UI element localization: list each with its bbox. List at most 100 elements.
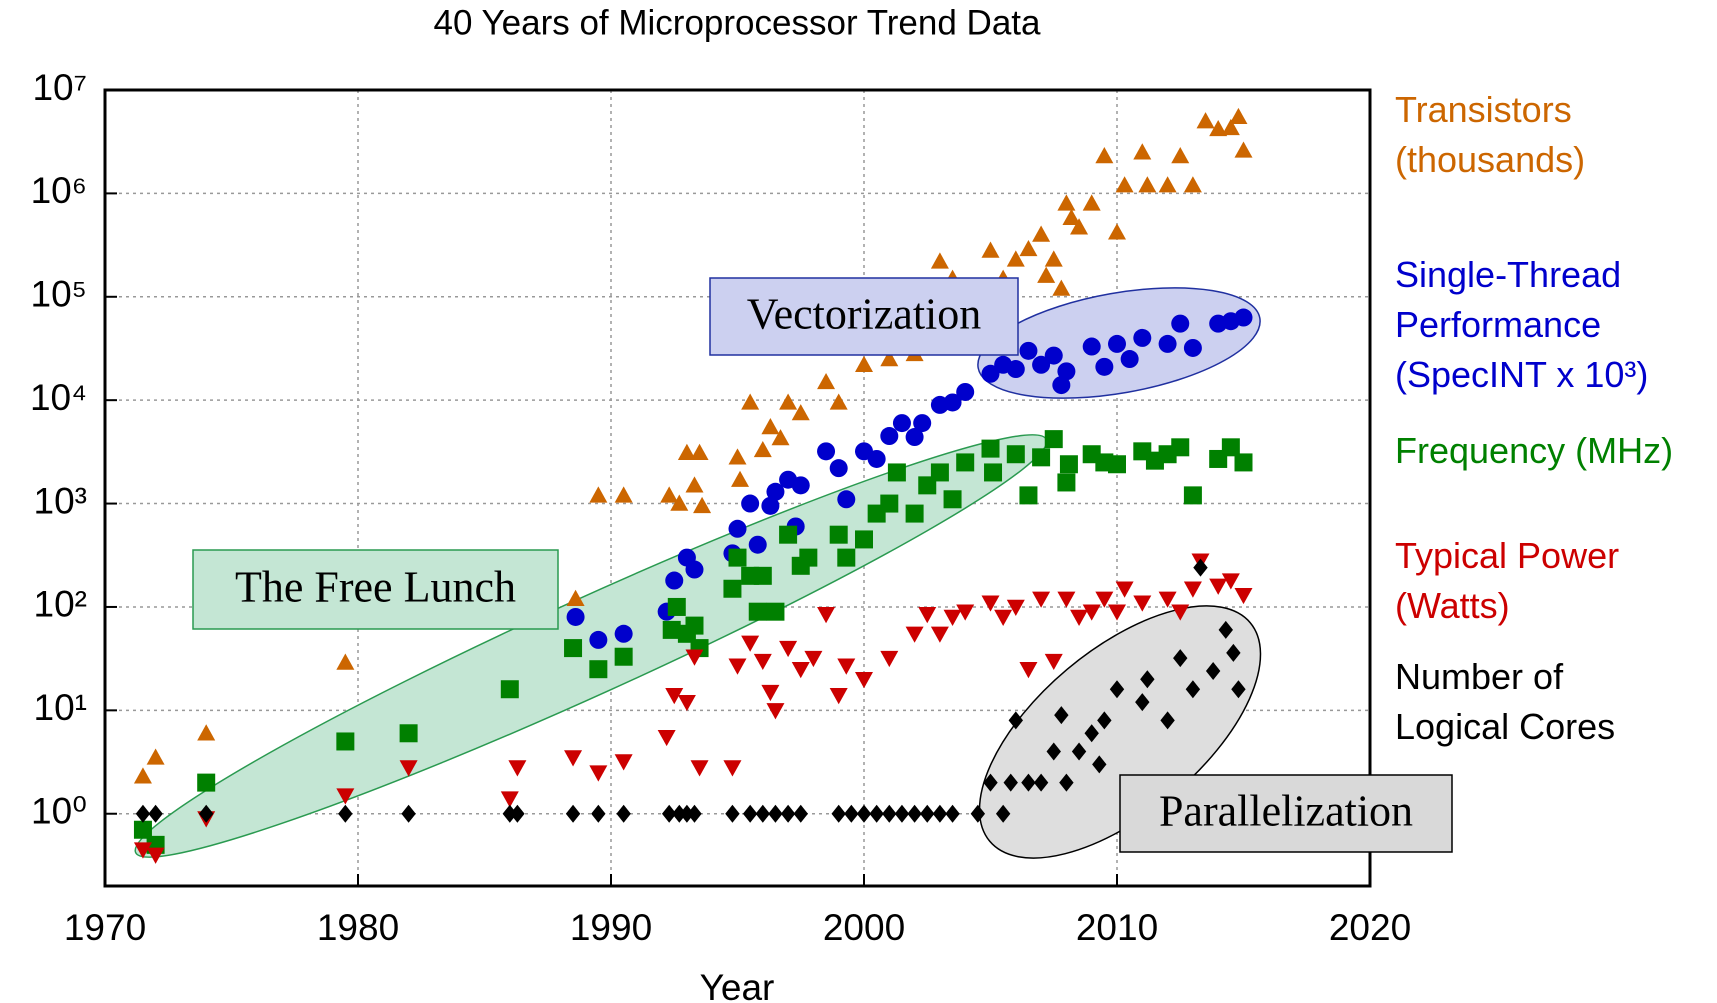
data-point [804,650,823,668]
data-point [1183,338,1202,357]
data-point [741,393,760,410]
data-point [761,684,780,702]
data-point [780,804,796,823]
data-point [693,496,712,514]
data-point [1133,143,1152,160]
y-tick-label: 10⁷ [32,67,87,108]
data-point [837,490,856,509]
data-point [667,597,686,616]
data-point [1057,194,1076,211]
data-point [791,404,810,421]
data-point [829,393,848,410]
data-point [657,729,676,747]
data-point [1006,599,1025,616]
data-point [1183,486,1202,505]
data-point [665,688,684,705]
data-point [1185,680,1201,699]
annotation: Parallelization [1159,787,1413,836]
data-point [1120,350,1139,369]
data-point [748,602,767,621]
annotation: Vectorization [747,290,982,339]
data-point [1057,591,1076,608]
data-point [741,635,760,652]
data-point [1234,587,1253,605]
data-point [728,548,747,567]
data-point [589,660,608,679]
data-point [589,486,608,503]
data-point [1171,314,1190,333]
data-point [943,490,962,509]
data-point [880,350,899,367]
x-tick-label: 1970 [64,907,146,948]
y-tick-label: 10¹ [34,687,87,728]
x-tick-label: 2000 [823,907,905,948]
data-point [981,241,1000,258]
data-point [856,804,872,823]
data-point [1095,591,1114,608]
data-point [771,429,790,446]
data-point [133,820,152,839]
data-point [837,548,856,567]
data-point [199,804,214,823]
data-point [791,661,810,679]
data-point [766,703,785,720]
data-point [614,486,633,503]
x-tick-label: 2010 [1076,907,1158,948]
data-point [614,624,633,643]
data-point [880,427,899,446]
data-point [855,672,873,689]
data-point [731,470,750,487]
x-tick-label: 2020 [1329,907,1411,948]
data-point [399,760,418,777]
data-point [723,579,742,598]
data-point [399,724,418,743]
data-point [336,732,355,751]
data-point [894,804,910,823]
x-axis-label: Year [700,967,775,1003]
annotation-box [709,277,1019,356]
data-point [1006,445,1025,464]
data-point [685,616,704,635]
data-point [956,453,975,472]
data-point [799,548,818,567]
data-point [779,640,798,658]
data-point [401,804,416,823]
data-point [677,694,696,712]
data-point [761,418,780,435]
data-point [662,620,681,639]
data-point [614,754,633,771]
data-point [1097,711,1112,730]
data-point [589,630,608,649]
data-point [930,252,949,269]
data-point [1171,438,1190,457]
data-point [867,449,886,468]
data-point [1044,430,1063,449]
data-point [1062,208,1081,226]
data-point [336,788,355,805]
y-tick-label: 10² [34,584,87,625]
data-point [1006,360,1025,379]
data-point [690,760,709,777]
data-point [956,604,975,621]
data-point [981,595,1000,612]
data-point [907,804,922,823]
data-point [1135,693,1150,712]
data-point [1234,453,1253,472]
legend-entry: Frequency (MHz) [1395,430,1674,471]
data-point [837,658,856,675]
data-point [779,393,798,410]
y-tick-label: 10⁰ [31,791,87,832]
data-point [1173,649,1188,668]
data-point [1209,119,1228,137]
data-point [1044,346,1063,365]
data-point [913,414,932,433]
data-point [508,760,527,777]
data-point [1133,328,1152,347]
data-point [338,804,353,823]
data-point [855,530,873,549]
data-point [920,804,935,823]
data-point [1205,662,1221,681]
annotation: The Free Lunch [235,563,516,612]
data-point [564,639,583,658]
legend-entry: Typical Power (Watts) [1395,535,1620,626]
